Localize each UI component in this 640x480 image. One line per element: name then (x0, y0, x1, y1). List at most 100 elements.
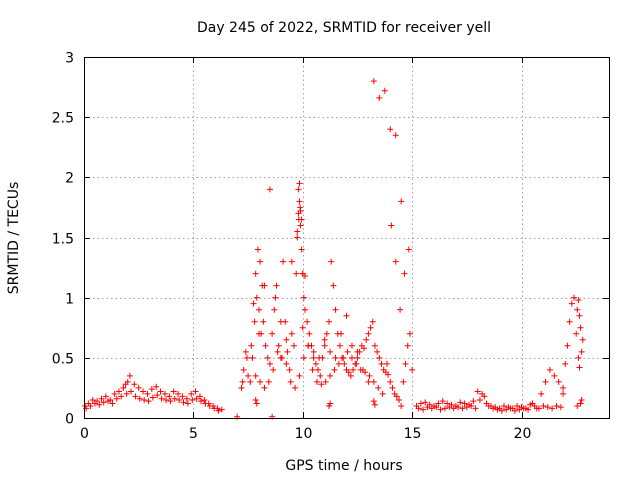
data-point (315, 366, 322, 373)
data-point (385, 371, 392, 378)
data-point (176, 396, 183, 403)
x-tick-label: 10 (295, 426, 313, 442)
data-point (296, 372, 303, 379)
data-point (286, 366, 293, 373)
y-axis-label: SRMTID / TECUs (6, 182, 22, 295)
data-point (578, 348, 585, 355)
data-point (295, 186, 302, 193)
data-point (206, 402, 213, 409)
data-point (428, 405, 435, 412)
data-point (305, 342, 312, 349)
data-point (402, 360, 409, 367)
data-point (359, 366, 366, 373)
data-point (354, 348, 361, 355)
data-point (542, 378, 549, 385)
data-point (575, 354, 582, 361)
data-point (256, 306, 262, 313)
data-point (474, 388, 481, 395)
data-point (398, 198, 405, 205)
data-point (366, 372, 373, 379)
data-point (275, 342, 282, 349)
data-point (389, 384, 396, 391)
data-point (262, 342, 269, 349)
data-point (371, 401, 378, 408)
data-point (378, 360, 385, 367)
data-point (322, 378, 329, 385)
data-point (265, 378, 272, 385)
data-point (292, 384, 299, 391)
data-point (406, 330, 413, 337)
data-point (249, 354, 256, 361)
y-tick-label: 3 (65, 51, 74, 67)
data-point (494, 406, 501, 413)
data-point (348, 342, 355, 349)
data-point (578, 396, 585, 403)
data-point (248, 342, 255, 349)
data-point (283, 360, 290, 367)
data-point (398, 402, 405, 409)
data-point (298, 246, 305, 253)
data-point (136, 395, 143, 402)
data-point (546, 366, 553, 373)
data-point (417, 400, 424, 407)
data-point (354, 354, 361, 361)
data-point (253, 400, 260, 407)
data-point (439, 398, 446, 405)
data-point (140, 388, 147, 395)
data-point (409, 366, 416, 373)
data-point (256, 330, 262, 337)
data-point (498, 407, 505, 414)
data-point (331, 366, 338, 373)
y-tick-label: 1 (65, 292, 74, 308)
data-point (321, 342, 328, 349)
data-point (250, 300, 257, 307)
data-point (310, 354, 317, 361)
data-point (560, 384, 567, 391)
data-point (330, 282, 337, 289)
data-point (393, 393, 400, 400)
data-point (332, 354, 339, 361)
data-point (455, 404, 462, 411)
data-point (370, 378, 377, 385)
y-tick-label: 0.5 (52, 352, 74, 368)
data-point (272, 294, 279, 301)
data-point (238, 384, 245, 391)
data-point (387, 126, 394, 133)
data-point (553, 402, 560, 409)
grid-lines (84, 57, 609, 418)
data-point (344, 348, 351, 355)
data-point (287, 378, 294, 385)
data-point (435, 400, 442, 407)
data-point (306, 330, 313, 337)
data-point (113, 395, 120, 402)
data-point (332, 306, 339, 313)
data-point (396, 396, 402, 403)
data-point (278, 354, 285, 361)
data-point (459, 405, 466, 412)
data-point (175, 390, 182, 397)
data-point (370, 78, 377, 85)
data-point (271, 306, 278, 313)
data-point (170, 388, 177, 395)
data-point (188, 390, 195, 397)
data-point (571, 294, 577, 301)
data-point (529, 400, 536, 407)
data-point (109, 400, 116, 407)
data-point (327, 348, 334, 355)
chart-title: Day 245 of 2022, SRMTID for receiver yel… (197, 20, 491, 36)
data-point (557, 404, 564, 411)
data-point (153, 383, 160, 390)
data-point (300, 294, 307, 301)
data-point (218, 406, 225, 413)
data-point (353, 360, 360, 367)
data-point (577, 400, 584, 407)
data-point (361, 345, 367, 352)
data-point (420, 406, 427, 413)
data-point (96, 401, 103, 408)
data-point (298, 216, 305, 223)
data-point (490, 405, 497, 412)
data-point (148, 386, 155, 393)
data-point (371, 342, 378, 349)
data-point (392, 258, 399, 265)
data-point (189, 396, 196, 403)
